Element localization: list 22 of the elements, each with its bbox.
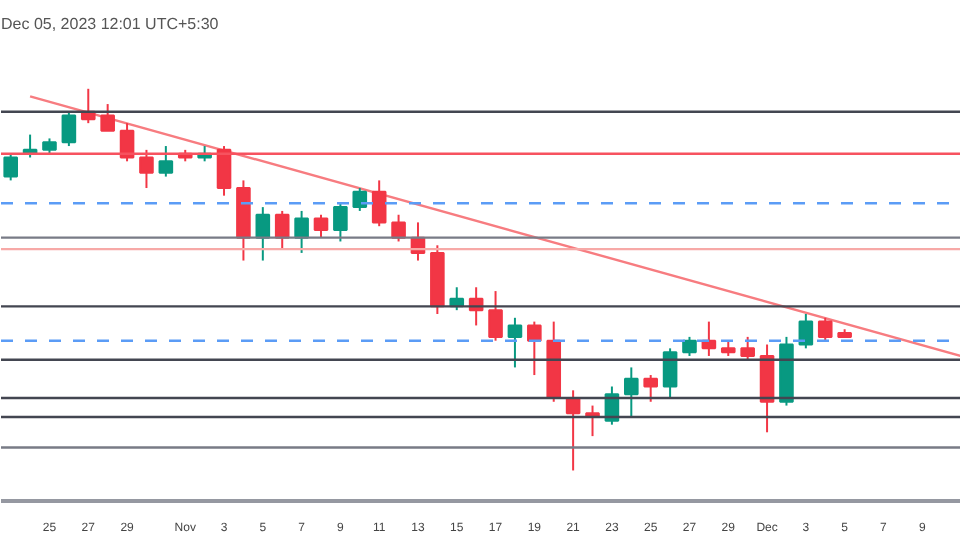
candlestick <box>100 103 115 132</box>
candlestick <box>740 335 755 361</box>
candlestick <box>488 290 503 342</box>
candlestick <box>139 148 154 190</box>
candlestick <box>624 366 639 419</box>
text: Dec 05, 2023 12:01 UTC+5:30 <box>1 15 220 33</box>
candlestick <box>798 312 814 350</box>
candlestick <box>158 145 174 178</box>
candlestick <box>3 152 18 182</box>
candlestick <box>682 335 697 357</box>
candlestick <box>643 374 658 403</box>
candlestick <box>313 213 329 239</box>
candlestick <box>371 179 387 228</box>
candlestick <box>817 316 833 342</box>
candlestick <box>527 320 542 377</box>
candlestick <box>352 187 368 212</box>
candlestick <box>507 316 523 369</box>
candlestick <box>274 209 290 251</box>
candlestick <box>391 213 406 243</box>
candlestick <box>333 202 348 243</box>
candlestick <box>61 110 77 148</box>
candlestick <box>662 347 678 399</box>
